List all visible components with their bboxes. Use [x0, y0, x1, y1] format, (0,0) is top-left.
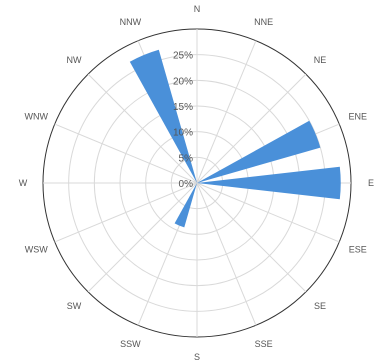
tick-label-0: 0% [179, 179, 194, 190]
spoke-sw [87, 182, 198, 293]
direction-label-ene: ENE [349, 111, 368, 121]
direction-label-se: SE [314, 301, 326, 311]
direction-label-nne: NNE [254, 17, 273, 27]
bar-ene [197, 120, 321, 183]
direction-label-ese: ESE [349, 245, 367, 255]
direction-label-sw: SW [67, 301, 82, 311]
radial-tick-labels: 0% 5% 10% 15% 20% 25% [173, 51, 193, 190]
direction-label-s: S [194, 352, 200, 362]
direction-label-nnw: NNW [120, 17, 142, 27]
spoke-ese [196, 182, 340, 243]
tick-label-25: 25% [173, 51, 193, 62]
direction-label-e: E [368, 178, 374, 188]
spoke-se [196, 182, 307, 293]
spoke-nw [87, 73, 198, 184]
tick-label-10: 10% [173, 128, 193, 139]
chart-bars [129, 49, 341, 228]
direction-label-nw: NW [66, 55, 81, 65]
spoke-sse [196, 182, 257, 326]
direction-labels: N NNE NE ENE E ESE SE SSE S SSW SW WSW W WNW NW NNW [19, 4, 374, 362]
spoke-wsw [54, 182, 198, 243]
bar-e [197, 166, 341, 200]
spoke-ne [196, 73, 307, 184]
spoke-wnw [54, 123, 198, 184]
direction-label-ssw: SSW [120, 339, 141, 349]
bar-nnw [129, 49, 197, 183]
direction-label-sse: SSE [255, 339, 273, 349]
direction-label-ne: NE [314, 55, 327, 65]
tick-label-15: 15% [173, 102, 193, 113]
tick-label-20: 20% [173, 76, 193, 87]
direction-label-wsw: WSW [25, 245, 48, 255]
spoke-nne [196, 40, 257, 184]
direction-label-wnw: WNW [24, 111, 48, 121]
direction-label-w: W [19, 178, 28, 188]
bar-ssw [174, 183, 197, 228]
tick-label-5: 5% [179, 153, 194, 164]
direction-label-n: N [194, 4, 201, 14]
